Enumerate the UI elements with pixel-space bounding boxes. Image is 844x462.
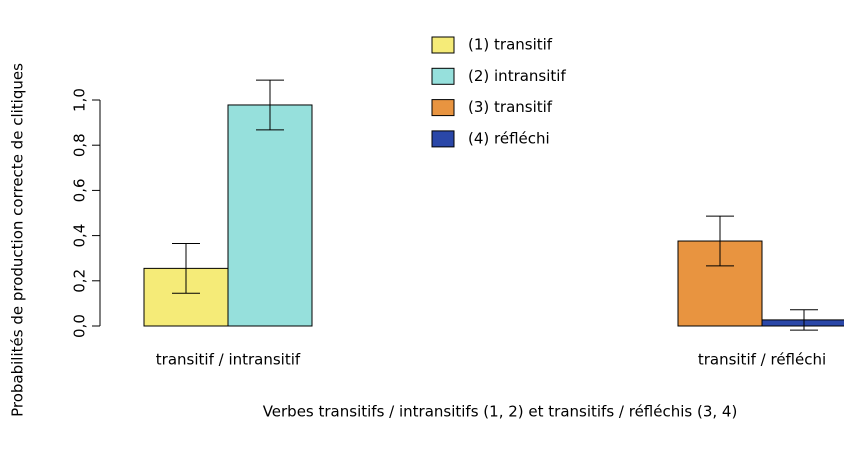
y-tick-label: 0,6 xyxy=(71,178,89,202)
x-tick-label: transitif / réfléchi xyxy=(698,351,826,369)
y-tick-label: 0,4 xyxy=(71,224,89,248)
legend-label: (2) intransitif xyxy=(468,67,566,85)
legend-label: (4) réfléchi xyxy=(468,129,550,147)
y-tick-label: 0,0 xyxy=(71,314,89,338)
legend-swatch xyxy=(431,99,455,117)
x-tick-label: transitif / intransitif xyxy=(156,351,301,369)
legend-swatch xyxy=(431,67,455,85)
y-axis-label: Probabilités de production correcte de c… xyxy=(9,63,27,417)
x-axis-label: Verbes transitifs / intransitifs (1, 2) … xyxy=(263,403,738,421)
y-tick-label: 1,0 xyxy=(71,88,89,112)
legend-swatch xyxy=(431,36,455,54)
bar xyxy=(761,319,844,327)
legend-label: (3) transitif xyxy=(468,98,553,116)
bar xyxy=(227,104,313,327)
y-tick-label: 0,8 xyxy=(71,133,89,157)
y-tick-label: 0,2 xyxy=(71,269,89,293)
legend-swatch xyxy=(431,130,455,148)
legend-label: (1) transitif xyxy=(468,36,553,54)
